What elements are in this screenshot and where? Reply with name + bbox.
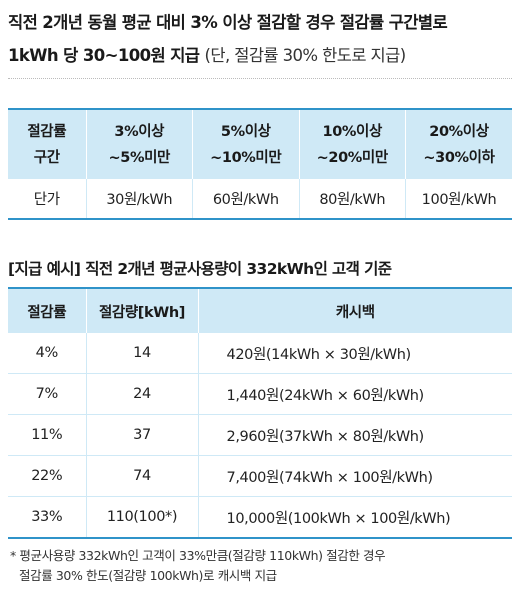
cashback-value: 1,440원(24kWh × 60원/kWh) <box>198 373 512 415</box>
rate-cell: 80원/kWh <box>299 179 406 220</box>
rate-value: 22% <box>8 455 87 497</box>
headline-bold-part: 1kWh 당 30~100원 지급 <box>8 46 200 65</box>
example-header-cell: 캐시백 <box>198 288 512 333</box>
rate-table: 절감률 구간 3%이상 ~5%미만 5%이상 ~10%미만 10%이상 ~20%미만 2… <box>8 108 512 220</box>
rate-table-header-row: 절감률 구간 3%이상 ~5%미만 5%이상 ~10%미만 10%이상 ~20%미만 2… <box>8 109 512 179</box>
rate-header-cell: 절감률 구간 <box>8 109 87 179</box>
saving-value: 74 <box>86 455 199 497</box>
cashback-value: 2,960원(37kWh × 80원/kWh) <box>198 414 512 456</box>
saving-value: 14 <box>86 333 199 374</box>
cashback-value: 10,000원(100kWh × 100원/kWh) <box>198 496 512 539</box>
rate-cell: 단가 <box>8 179 87 220</box>
table-row: 22% 74 7,400원(74kWh × 100원/kWh) <box>8 455 512 497</box>
rate-cell: 30원/kWh <box>86 179 193 220</box>
saving-value: 37 <box>86 414 199 456</box>
rate-table-row: 단가 30원/kWh 60원/kWh 80원/kWh 100원/kWh <box>8 179 512 220</box>
footnote: * 평균사용량 332kWh인 고객이 33%만큼(절감량 110kWh) 절감… <box>10 546 510 586</box>
rate-cell: 100원/kWh <box>405 179 512 220</box>
rate-value: 4% <box>8 333 87 374</box>
saving-value: 110(100*) <box>86 496 199 539</box>
headline-note: (단, 절감률 30% 한도로 지급) <box>204 46 407 65</box>
footnote-line-1: * 평균사용량 332kWh인 고객이 33%만큼(절감량 110kWh) 절감… <box>10 548 386 563</box>
dotted-divider <box>8 78 512 79</box>
headline: 직전 2개년 동월 평균 대비 3% 이상 절감할 경우 절감률 구간별로 1k… <box>8 6 512 72</box>
rate-header-cell: 5%이상 ~10%미만 <box>192 109 300 179</box>
rate-header-cell: 3%이상 ~5%미만 <box>86 109 193 179</box>
example-header-cell: 절감률 <box>8 288 87 333</box>
rate-header-cell: 20%이상 ~30%이하 <box>405 109 512 179</box>
table-row: 11% 37 2,960원(37kWh × 80원/kWh) <box>8 414 512 456</box>
example-table-header-row: 절감률 절감량[kWh] 캐시백 <box>8 288 512 333</box>
rate-value: 11% <box>8 414 87 456</box>
table-row: 4% 14 420원(14kWh × 30원/kWh) <box>8 333 512 374</box>
example-table: 절감률 절감량[kWh] 캐시백 4% 14 420원(14kWh × 30원/… <box>8 287 512 539</box>
headline-line-1: 직전 2개년 동월 평균 대비 3% 이상 절감할 경우 절감률 구간별로 <box>8 13 448 32</box>
rate-cell: 60원/kWh <box>192 179 300 220</box>
table-row: 7% 24 1,440원(24kWh × 60원/kWh) <box>8 373 512 415</box>
cashback-value: 420원(14kWh × 30원/kWh) <box>198 333 512 374</box>
rate-value: 7% <box>8 373 87 415</box>
rate-value: 33% <box>8 496 87 539</box>
table-row: 33% 110(100*) 10,000원(100kWh × 100원/kWh) <box>8 496 512 539</box>
saving-value: 24 <box>86 373 199 415</box>
cashback-value: 7,400원(74kWh × 100원/kWh) <box>198 455 512 497</box>
example-title: [지급 예시] 직전 2개년 평균사용량이 332kWh인 고객 기준 <box>8 260 392 278</box>
rate-header-cell: 10%이상 ~20%미만 <box>299 109 406 179</box>
example-header-cell: 절감량[kWh] <box>86 288 199 333</box>
headline-line-2: 1kWh 당 30~100원 지급 (단, 절감률 30% 한도로 지급) <box>8 39 512 72</box>
footnote-line-2: 절감률 30% 한도(절감량 100kWh)로 캐시백 지급 <box>19 568 277 583</box>
